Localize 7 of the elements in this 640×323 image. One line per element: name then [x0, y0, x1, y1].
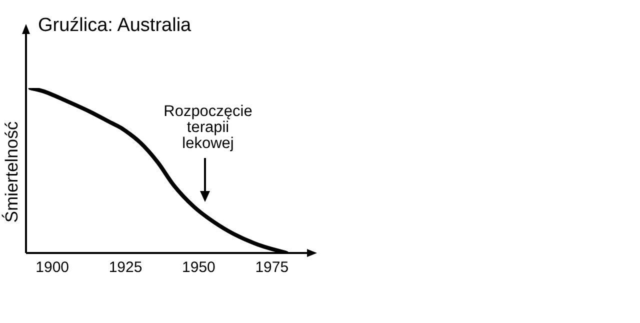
x-tick-label: 1925: [108, 259, 142, 276]
x-tick-label: 1950: [182, 259, 216, 276]
y-axis-title: Śmiertelność: [2, 121, 22, 223]
x-tick-label: 1900: [36, 259, 70, 276]
chart-title: Gruźlica: Australia: [38, 15, 192, 37]
x-tick-label: 1975: [255, 259, 289, 276]
annotation: Rozpoczęcie terapii lekowej: [164, 103, 252, 152]
